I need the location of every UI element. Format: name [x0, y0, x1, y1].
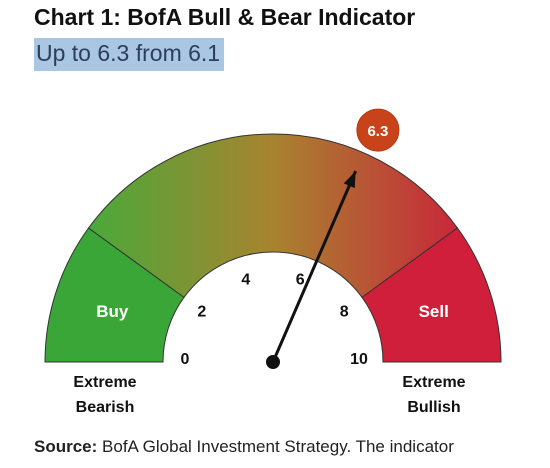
- gauge-arcs: [44, 133, 502, 363]
- tick-label: 4: [241, 271, 250, 288]
- value-marker-circle: [356, 108, 400, 152]
- gauge-end-labels: Extreme Bearish Extreme Bullish: [73, 374, 465, 416]
- extreme-bearish-label-line: Extreme: [73, 374, 136, 391]
- value-marker-label: 6.3: [367, 123, 388, 140]
- chart-subtitle: Up to 6.3 from 6.1: [34, 38, 225, 71]
- extreme-bullish-label-line: Extreme: [402, 374, 465, 391]
- needle-pivot: [266, 355, 280, 369]
- source-note: Source: BofA Global Investment Strategy.…: [34, 437, 454, 457]
- extreme-bearish-label-line: Bearish: [76, 399, 135, 416]
- tick-label: 8: [340, 303, 349, 320]
- tick-label: 0: [181, 351, 190, 368]
- gauge-needle: [271, 170, 357, 363]
- tick-label: 6: [296, 271, 305, 288]
- sell-zone-sector: [361, 227, 502, 363]
- source-label: Source:: [34, 437, 98, 456]
- gauge-zone-labels: Buy Sell: [96, 302, 449, 321]
- gauge-tick-labels: 0 2 4 6 8 10: [181, 271, 368, 368]
- tick-label: 2: [197, 303, 206, 320]
- source-text: BofA Global Investment Strategy. The ind…: [102, 437, 454, 456]
- chart-title: Chart 1: BofA Bull & Bear Indicator: [34, 4, 416, 30]
- gauge-needle-group: 6.3: [266, 108, 400, 369]
- zone-label-sell: Sell: [419, 302, 449, 321]
- neutral-zone-sector: [87, 133, 459, 299]
- needle-arrowhead: [343, 171, 356, 189]
- zone-label-buy: Buy: [96, 302, 129, 321]
- tick-label: 10: [350, 351, 368, 368]
- extreme-bullish-label-line: Bullish: [407, 399, 460, 416]
